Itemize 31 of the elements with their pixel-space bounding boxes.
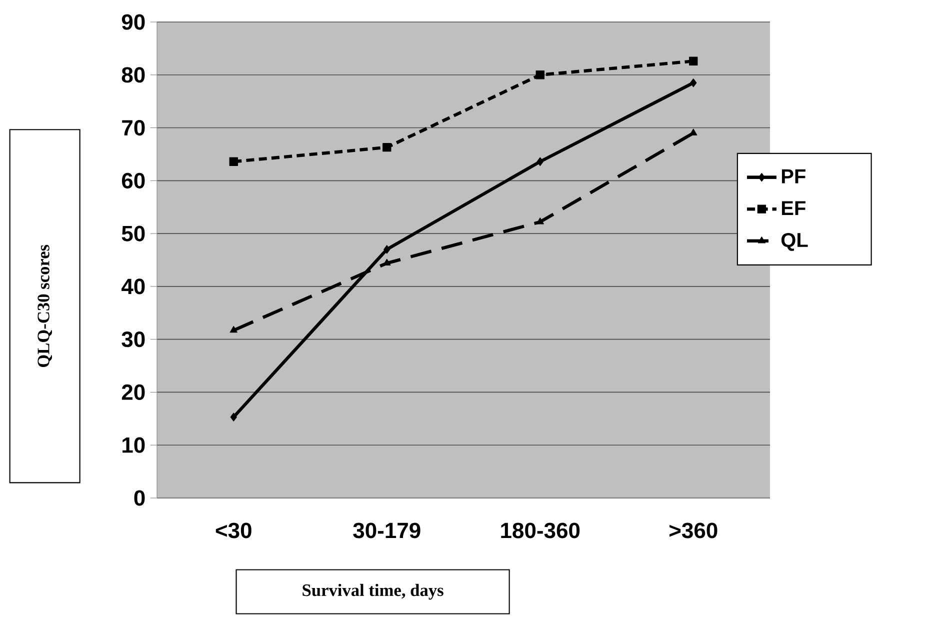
point (230, 326, 238, 333)
point (229, 157, 238, 166)
y-tick-label: 0 (134, 490, 145, 506)
y-tick-label: 50 (122, 226, 145, 242)
x-axis-title: Survival time, days (302, 584, 444, 600)
y-axis-title: QLQ-C30 scores (38, 244, 52, 368)
y-tick-label: 80 (122, 67, 145, 83)
point (382, 143, 392, 152)
point (689, 56, 698, 66)
point (536, 157, 544, 166)
point (536, 70, 544, 80)
legend-label: QL (781, 232, 808, 251)
point (383, 258, 391, 266)
legend-label: PF (782, 169, 806, 184)
point (536, 218, 544, 224)
y-tick-label: 70 (122, 120, 145, 136)
y-tick-label: 10 (122, 437, 145, 453)
point (690, 128, 698, 136)
x-tick-label: 180-360 (501, 522, 580, 538)
x-tick-label: 30-179 (353, 522, 420, 538)
point (690, 78, 697, 88)
legend-label: EF (782, 201, 806, 215)
x-tick-label: >360 (670, 522, 718, 538)
y-tick-label: 60 (122, 172, 145, 188)
y-tick-label: 40 (121, 278, 145, 294)
y-tick-label: 20 (122, 384, 145, 400)
point (230, 412, 237, 422)
point (384, 245, 390, 254)
x-tick-label: <30 (216, 522, 252, 538)
y-tick-label: 90 (122, 14, 145, 30)
y-tick-label: 30 (122, 332, 145, 348)
